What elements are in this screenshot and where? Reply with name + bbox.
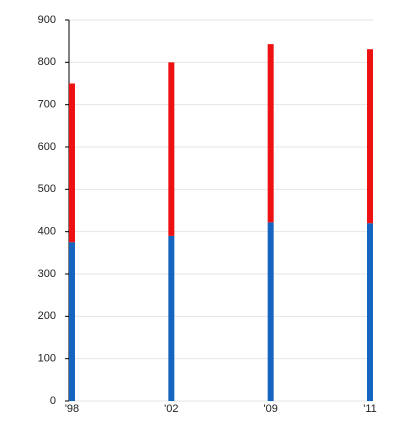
y-tick-label: 300 <box>38 268 56 280</box>
y-tick-label: 600 <box>38 141 56 153</box>
y-tick-label: 800 <box>38 56 56 68</box>
y-tick-label: 400 <box>38 226 56 238</box>
bar-segment <box>367 49 373 224</box>
y-tick-label: 900 <box>38 14 56 26</box>
y-tick-label: 700 <box>38 99 56 111</box>
bar-segment <box>69 242 75 401</box>
x-tick-label: '98 <box>65 403 79 415</box>
y-tick-label: 200 <box>38 310 56 322</box>
x-tick-label: '02 <box>164 403 178 415</box>
y-tick-label: 500 <box>38 183 56 195</box>
bar-segment <box>267 222 274 401</box>
bar-segment <box>168 62 175 236</box>
bar-segment <box>267 44 274 223</box>
x-tick-label: '11 <box>363 403 377 415</box>
y-tick-label: 100 <box>38 353 56 365</box>
bar-segment <box>367 223 373 401</box>
bar-segment <box>69 83 75 243</box>
bar-segment <box>168 235 175 401</box>
x-tick-label: '09 <box>263 403 277 415</box>
y-tick-label: 0 <box>50 395 56 407</box>
